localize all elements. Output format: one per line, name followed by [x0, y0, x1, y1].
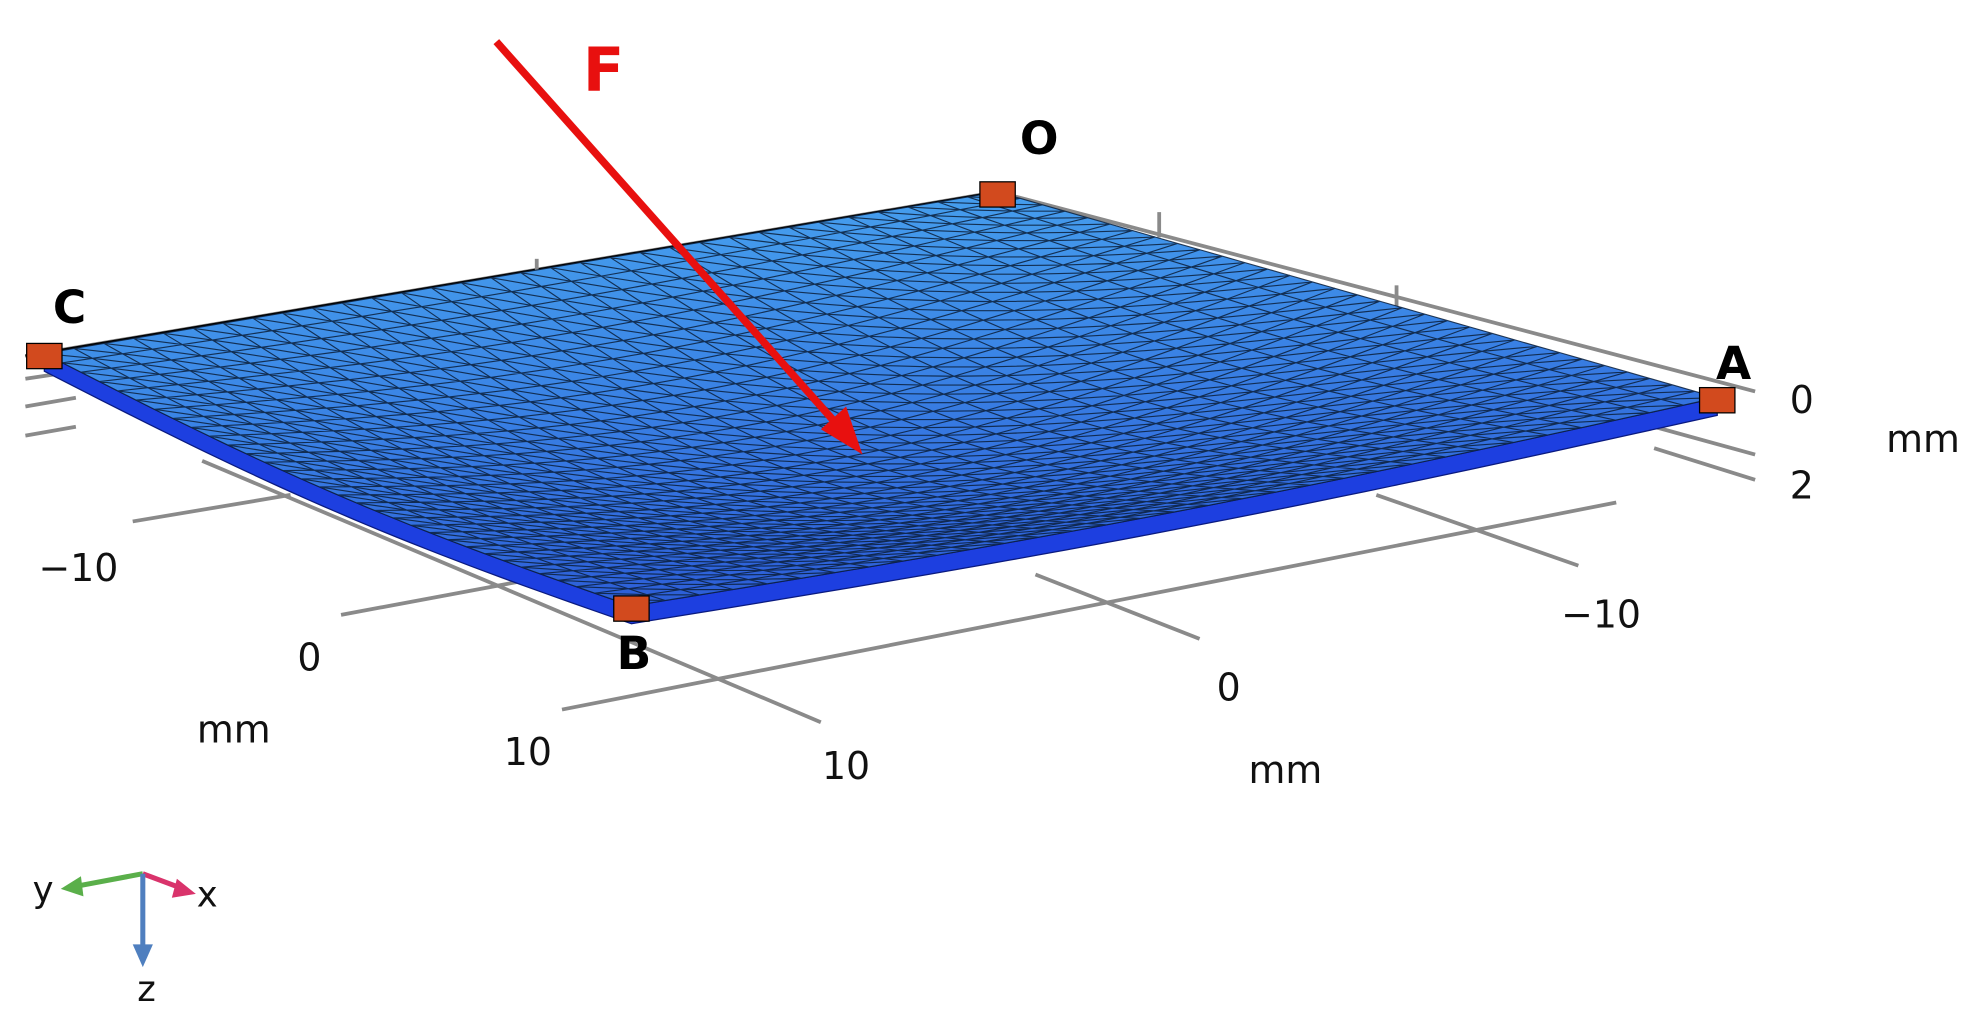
mesh: [44, 191, 1718, 607]
triad-x-head: [171, 878, 196, 898]
tick-label: 0: [1217, 666, 1241, 710]
grid-line: [997, 190, 1756, 394]
triad-label: x: [197, 875, 218, 916]
triad-label: y: [33, 869, 54, 910]
axis-unit: mm: [1249, 748, 1323, 792]
corner-label: O: [1020, 112, 1059, 165]
corner-support: [26, 342, 63, 370]
grid-line: [561, 500, 1617, 712]
corner-support: [613, 595, 650, 622]
grid-line: [25, 395, 77, 409]
tick-label: 0: [1790, 378, 1814, 422]
corner-label: B: [617, 627, 652, 680]
triad-y: [75, 871, 144, 889]
tick-label: 10: [822, 744, 870, 788]
triad-z-head: [132, 944, 153, 968]
grid-line: [201, 459, 822, 724]
corner-label: A: [1716, 337, 1751, 390]
axis-triad: y x z: [33, 869, 218, 1010]
grid-line: [25, 424, 77, 438]
grid-line: [1375, 493, 1579, 568]
tick-label: 2: [1790, 464, 1814, 508]
grid-line: [1653, 446, 1756, 482]
plate: [26, 181, 1736, 625]
tick-label: 10: [504, 730, 552, 774]
corner-support: [1698, 386, 1736, 414]
axis-lines: [25, 190, 1756, 724]
corner-support: [979, 181, 1016, 208]
tick-label: −10: [38, 546, 118, 590]
grid-line: [132, 493, 291, 524]
force-arrow: [493, 39, 847, 435]
axis-unit: mm: [1886, 417, 1960, 461]
corner-label: C: [53, 281, 86, 334]
triad-label: z: [137, 969, 156, 1010]
triad-y-head: [60, 876, 84, 897]
grid-line: [1034, 572, 1201, 641]
force-arrow-head: [820, 406, 863, 455]
tick-label: 0: [297, 635, 321, 679]
force-label: F: [583, 36, 624, 106]
grid-line: [1653, 424, 1756, 457]
axis-unit: mm: [197, 707, 271, 751]
tick-label: −10: [1561, 593, 1641, 637]
plate-surface: [44, 191, 1718, 607]
